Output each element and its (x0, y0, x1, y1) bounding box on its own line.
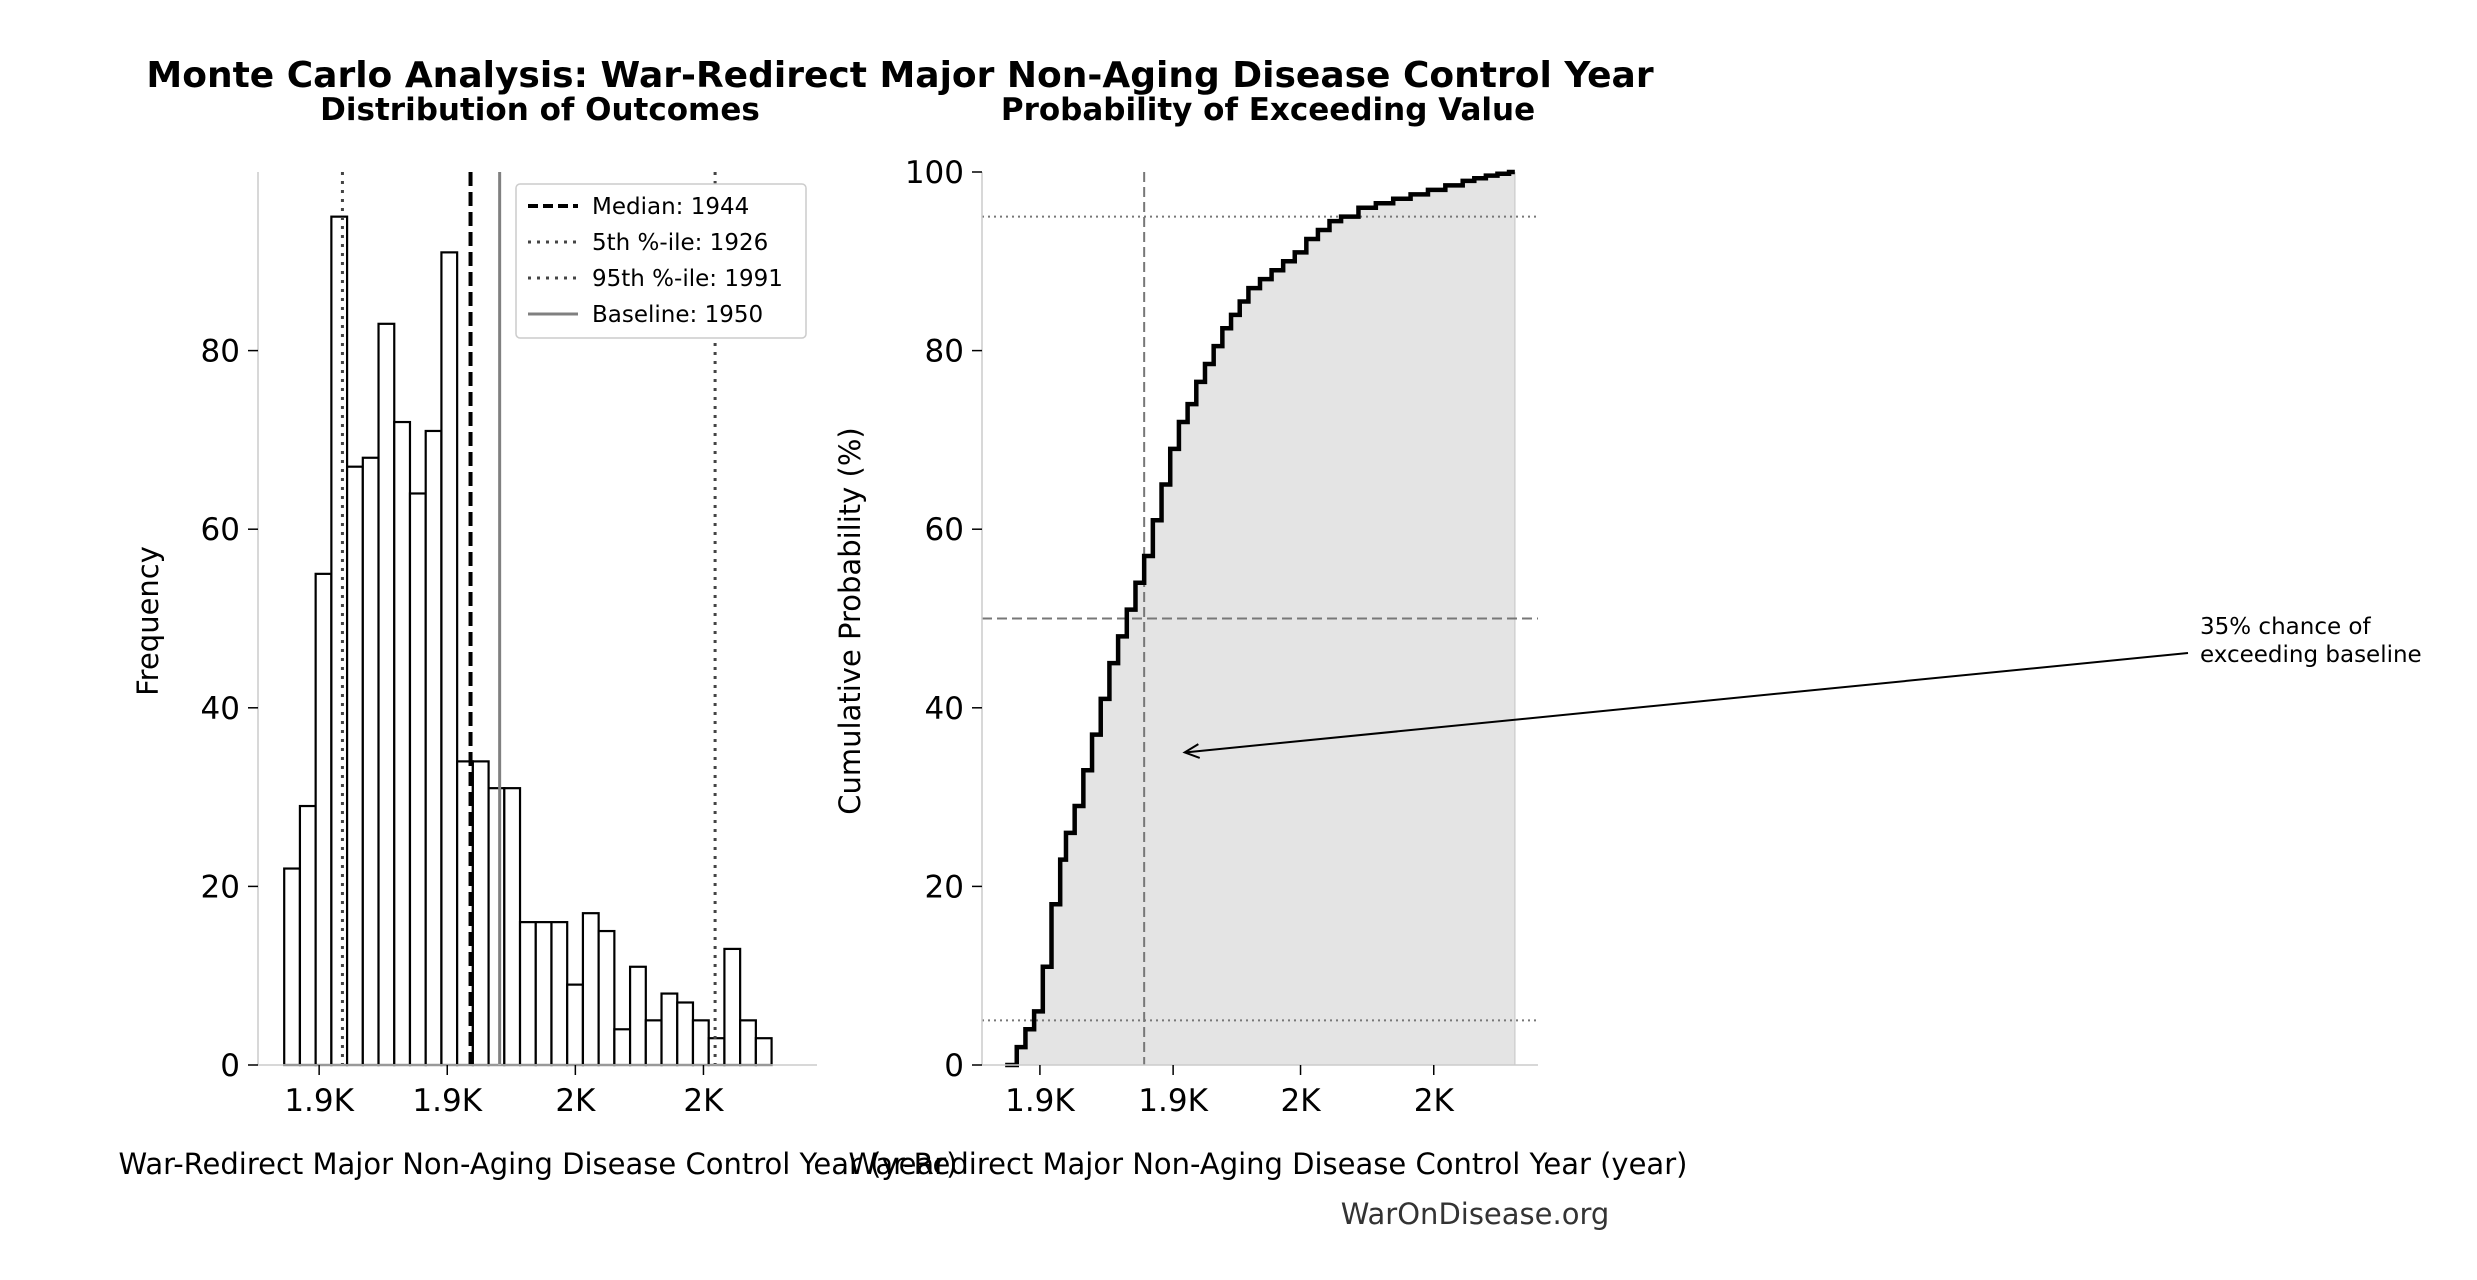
histogram-bar (408, 492, 427, 1067)
legend-label: Baseline: 1950 (592, 302, 763, 328)
histogram-panel: Distribution of Outcomes Frequency War-R… (119, 92, 958, 1181)
legend-label: Median: 1944 (592, 194, 749, 220)
annotation-text: 35% chance of (2200, 614, 2372, 640)
cdf-xlabel: War-Redirect Major Non-Aging Disease Con… (849, 1147, 1688, 1181)
figure-title: Monte Carlo Analysis: War-Redirect Major… (146, 55, 1653, 96)
histogram-bar (707, 1037, 726, 1067)
annotation-arrow-head (1182, 743, 1201, 759)
histogram-bar (754, 1037, 773, 1067)
cdf-title: Probability of Exceeding Value (1001, 92, 1535, 128)
legend-label: 95th %-ile: 1991 (592, 266, 783, 292)
histogram-bar (518, 921, 537, 1067)
histogram-bar (550, 921, 569, 1067)
histogram-bar (628, 965, 647, 1067)
x-tick-label: 2K (1281, 1083, 1322, 1119)
histogram-bar (739, 1019, 757, 1067)
histogram-bar (283, 867, 302, 1067)
histogram-bar (503, 787, 522, 1067)
histogram-bar (440, 251, 459, 1067)
histogram-bar (676, 1001, 695, 1067)
histogram-bar (534, 921, 553, 1067)
histogram-bar (345, 465, 364, 1067)
histogram-bar (330, 215, 349, 1067)
y-tick-label: 100 (905, 155, 964, 191)
x-tick-label: 1.9K (1005, 1083, 1075, 1119)
y-tick-label: 0 (220, 1048, 240, 1084)
cdf-panel: Probability of Exceeding Value Cumulativ… (833, 92, 2422, 1181)
x-tick-label: 1.9K (1138, 1083, 1208, 1119)
histogram-bar (424, 429, 443, 1067)
y-tick-label: 20 (925, 869, 964, 905)
annotation-arrow-line (1184, 652, 2189, 754)
histogram-bar (393, 420, 412, 1067)
cdf-ylabel: Cumulative Probability (%) (833, 427, 867, 814)
x-tick-label: 2K (683, 1083, 724, 1119)
legend-label: 5th %-ile: 1926 (592, 230, 768, 256)
y-tick-label: 40 (201, 691, 240, 727)
watermark: WarOnDisease.org (1341, 1197, 1610, 1231)
histogram-bar (723, 947, 742, 1067)
y-tick-label: 40 (925, 691, 964, 727)
histogram-bar (566, 983, 585, 1067)
histogram-bar (487, 787, 506, 1067)
y-tick-label: 60 (925, 512, 964, 548)
x-tick-label: 1.9K (412, 1083, 482, 1119)
legend-box (515, 183, 807, 339)
histogram-bar (314, 572, 333, 1067)
x-tick-label: 2K (1414, 1083, 1455, 1119)
y-tick-label: 80 (925, 334, 964, 370)
histogram-bar (581, 912, 600, 1067)
histogram-legend: Median: 1944 5th %-ile: 1926 95th %-ile: 1… (515, 183, 807, 339)
histogram-bar (361, 456, 380, 1067)
histogram-xlabel: War-Redirect Major Non-Aging Disease Con… (119, 1147, 958, 1181)
annotation-text: exceeding baseline (2200, 642, 2422, 668)
histogram-title: Distribution of Outcomes (320, 92, 760, 128)
y-tick-label: 80 (201, 334, 240, 370)
histogram-bar (597, 929, 616, 1067)
cdf-curve (1005, 169, 1515, 1068)
histogram-bar (298, 804, 317, 1067)
histogram-bar (377, 322, 396, 1067)
histogram-bar (691, 1019, 710, 1067)
histogram-bar (471, 760, 490, 1067)
x-tick-label: 2K (555, 1083, 596, 1119)
histogram-bar (644, 1019, 663, 1067)
x-tick-label: 1.9K (284, 1083, 354, 1119)
y-tick-label: 0 (944, 1048, 964, 1084)
histogram-bar (660, 992, 679, 1067)
histogram-ylabel: Frequency (131, 546, 165, 696)
y-tick-label: 60 (201, 512, 240, 548)
histogram-bar (613, 1028, 632, 1067)
y-tick-label: 20 (201, 869, 240, 905)
